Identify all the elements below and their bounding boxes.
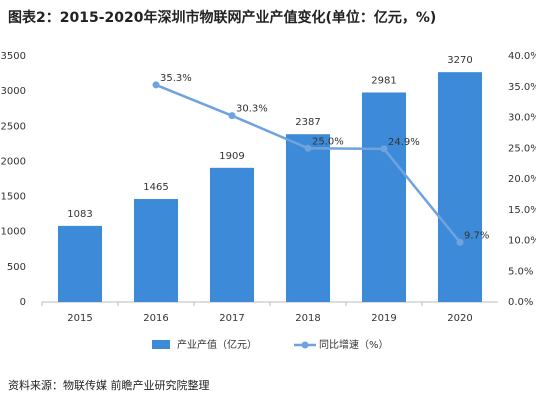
x-tick-label: 2020 <box>447 313 472 324</box>
line-marker <box>456 238 464 246</box>
line-marker <box>380 145 388 153</box>
legend-label: 产业产值（亿元） <box>177 338 257 351</box>
line-label: 25.0% <box>312 136 344 147</box>
y2-tick-label: 30.0% <box>508 113 536 124</box>
bar-label: 1083 <box>67 209 92 220</box>
y-tick-label: 2000 <box>1 156 26 167</box>
y2-tick-label: 0.0% <box>508 297 533 308</box>
line-label: 24.9% <box>388 137 420 148</box>
bar <box>285 134 331 302</box>
chart-title: 图表2：2015-2020年深圳市物联网产业产值变化(单位：亿元，%) <box>8 9 436 26</box>
y-tick-label: 500 <box>7 262 26 273</box>
line-marker <box>228 112 236 120</box>
line-label: 9.7% <box>464 230 489 241</box>
y2-tick-label: 10.0% <box>508 236 536 247</box>
y2-tick-label: 20.0% <box>508 174 536 185</box>
y-tick-label: 1500 <box>1 192 26 203</box>
bar <box>437 72 483 302</box>
y2-tick-label: 15.0% <box>508 205 536 216</box>
bar <box>133 199 179 302</box>
x-tick-label: 2018 <box>295 313 320 324</box>
bar <box>209 167 255 302</box>
x-tick-label: 2017 <box>219 313 244 324</box>
bar-label: 2387 <box>295 117 320 128</box>
x-tick-label: 2019 <box>371 313 396 324</box>
legend-swatch <box>152 340 170 349</box>
y-tick-label: 1000 <box>1 227 26 238</box>
y-tick-label: 0 <box>20 297 26 308</box>
y-tick-label: 3000 <box>1 86 26 97</box>
line-marker <box>152 81 160 89</box>
y2-tick-label: 5.0% <box>508 266 533 277</box>
y2-tick-label: 40.0% <box>508 51 536 62</box>
line-label: 30.3% <box>236 104 268 115</box>
bar-label: 1909 <box>219 151 244 162</box>
line-label: 35.3% <box>160 73 192 84</box>
y2-tick-label: 25.0% <box>508 143 536 154</box>
line-marker <box>304 144 312 152</box>
bar <box>361 92 407 302</box>
source: 资料来源：物联传媒 前瞻产业研究院整理 <box>8 378 210 392</box>
y2-tick-label: 35.0% <box>508 82 536 93</box>
bar-label: 2981 <box>371 75 396 86</box>
y-tick-label: 2500 <box>1 121 26 132</box>
legend-label: 同比增速（%） <box>319 338 389 351</box>
y-tick-label: 3500 <box>1 51 26 62</box>
bar-label: 1465 <box>143 182 168 193</box>
x-tick-label: 2015 <box>67 313 92 324</box>
legend-swatch <box>301 341 309 349</box>
bar <box>57 225 103 302</box>
bar-label: 3270 <box>447 55 472 66</box>
x-tick-label: 2016 <box>143 313 168 324</box>
